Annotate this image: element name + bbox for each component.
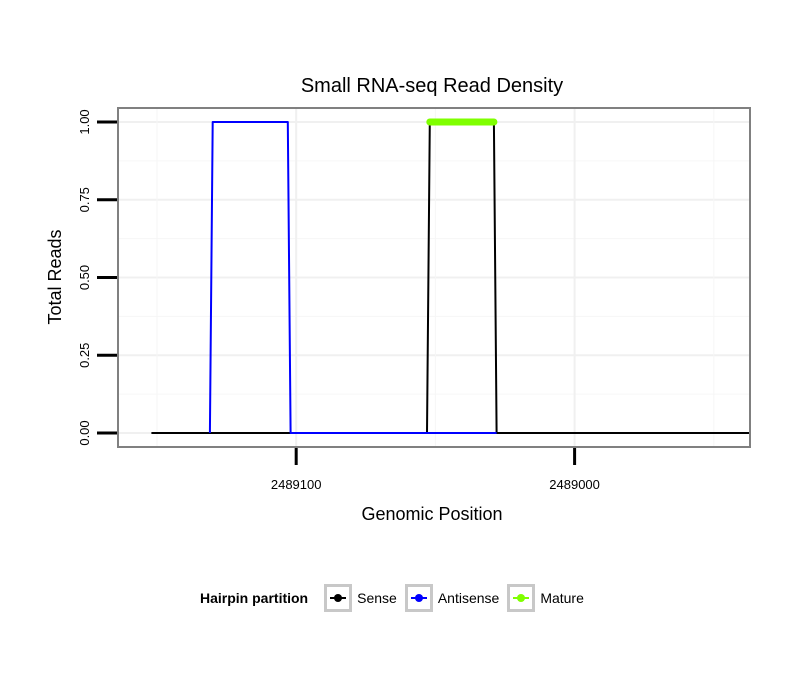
legend-key-mature [507,584,536,612]
legend-point-mature [517,594,526,602]
legend-key-antisense [404,584,433,612]
y-tick-label: 0.00 [77,420,92,445]
x-axis-label: Genomic Position [361,504,502,524]
legend-point-antisense [414,594,423,602]
chart-title: Small RNA-seq Read Density [301,75,563,97]
x-tick-label: 2489100 [271,477,322,492]
legend-title: Hairpin partition [200,590,309,606]
legend: Hairpin partition Sense Antisense Mature [200,580,592,616]
legend-point-sense [334,594,343,602]
plot-panel-border [117,107,751,448]
legend-label-antisense: Antisense [437,590,500,606]
legend-label-mature: Mature [540,590,584,606]
x-tick-label: 2489000 [549,477,600,492]
legend-label-sense: Sense [357,590,397,606]
legend-item-antisense: Antisense [404,584,503,612]
y-tick-label: 0.75 [77,187,92,212]
series-layer [151,118,749,434]
legend-item-mature: Mature [507,584,588,612]
y-axis-label: Total Reads [45,229,65,324]
y-tick-label: 0.50 [77,265,92,290]
legend-item-sense: Sense [324,584,401,612]
series-line-antisense [208,121,497,434]
y-tick-label: 1.00 [77,109,92,134]
y-tick-label: 0.25 [77,343,92,368]
axis-ticks [97,120,577,465]
legend-key-sense [324,584,353,612]
